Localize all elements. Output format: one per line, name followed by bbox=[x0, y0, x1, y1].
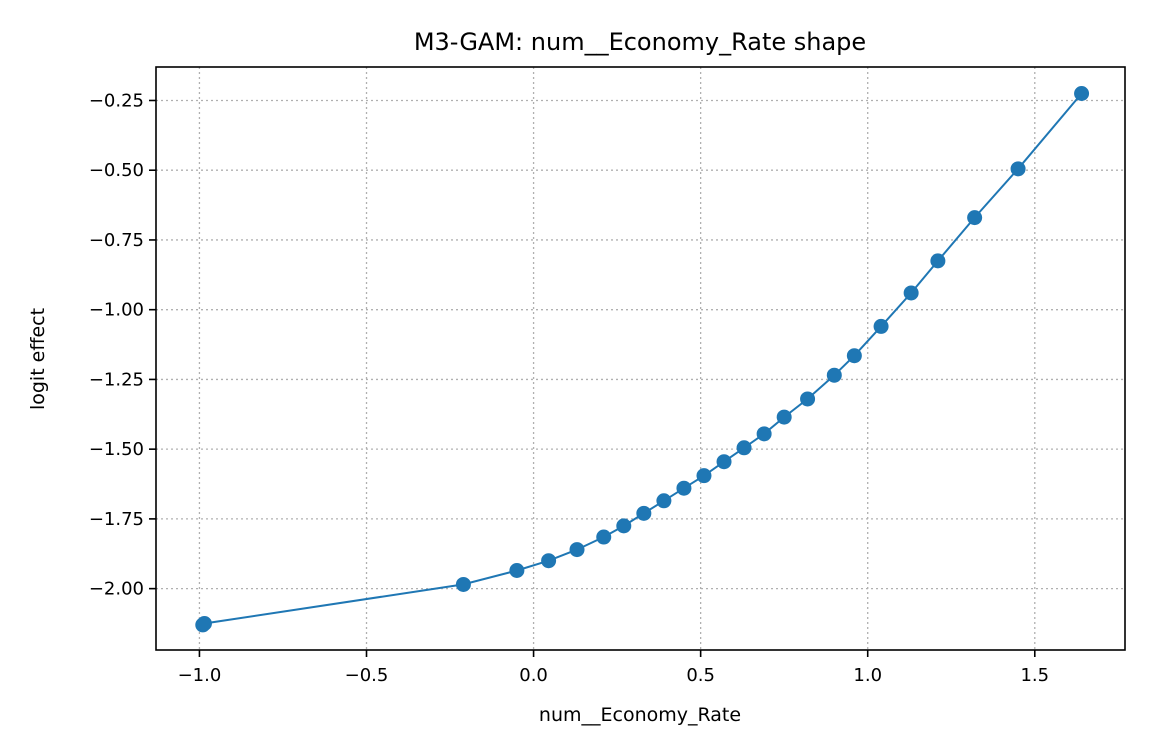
data-point bbox=[616, 518, 632, 534]
y-tick-label: −1.25 bbox=[89, 369, 144, 390]
data-point bbox=[967, 210, 983, 226]
series-line-layer bbox=[202, 92, 1083, 626]
y-tick-label: −0.50 bbox=[89, 160, 144, 181]
grid bbox=[156, 67, 1125, 650]
series-line bbox=[202, 92, 1083, 626]
data-point bbox=[736, 440, 752, 456]
chart-title: M3-GAM: num__Economy_Rate shape bbox=[414, 28, 866, 56]
x-axis-label: num__Economy_Rate bbox=[539, 704, 741, 726]
y-tick-label: −0.25 bbox=[89, 90, 144, 111]
data-point bbox=[509, 563, 525, 578]
data-points bbox=[195, 86, 1090, 633]
data-point bbox=[756, 426, 772, 442]
data-point bbox=[541, 553, 557, 569]
data-point bbox=[636, 505, 652, 521]
y-tick-label: −2.00 bbox=[89, 579, 144, 600]
x-tick-label: 0.0 bbox=[519, 665, 548, 686]
x-tick-label: −0.5 bbox=[345, 665, 389, 686]
data-point bbox=[1010, 161, 1026, 177]
data-point bbox=[455, 576, 471, 592]
y-axis-ticks: −0.25 −0.50 −0.75 −1.00 −1.25 −1.50 −1.75 −2.00 bbox=[89, 90, 156, 600]
x-tick-label: −1.0 bbox=[178, 665, 222, 686]
y-tick-label: −1.75 bbox=[89, 509, 144, 530]
data-point bbox=[846, 348, 862, 364]
y-tick-label: −1.00 bbox=[89, 300, 144, 321]
x-axis-ticks: −1.0 −0.5 0.0 0.5 1.0 1.5 bbox=[178, 650, 1049, 686]
data-point bbox=[826, 367, 842, 383]
y-tick-label: −0.75 bbox=[89, 230, 144, 251]
y-tick-label: −1.50 bbox=[89, 439, 144, 460]
data-point bbox=[196, 616, 212, 631]
data-point bbox=[930, 253, 946, 269]
data-point bbox=[676, 480, 692, 496]
data-point bbox=[716, 454, 732, 470]
data-point bbox=[873, 318, 889, 334]
data-point bbox=[1074, 86, 1090, 101]
data-point bbox=[596, 529, 612, 545]
data-point bbox=[800, 391, 816, 407]
data-point bbox=[696, 468, 712, 484]
x-tick-label: 0.5 bbox=[686, 665, 715, 686]
data-point bbox=[776, 409, 792, 425]
data-point bbox=[903, 285, 919, 301]
y-axis-label: logit effect bbox=[27, 308, 49, 410]
data-point bbox=[656, 493, 672, 509]
plot-frame bbox=[155, 66, 1126, 651]
x-tick-label: 1.5 bbox=[1020, 665, 1049, 686]
x-tick-label: 1.0 bbox=[853, 665, 882, 686]
data-point bbox=[569, 542, 585, 558]
